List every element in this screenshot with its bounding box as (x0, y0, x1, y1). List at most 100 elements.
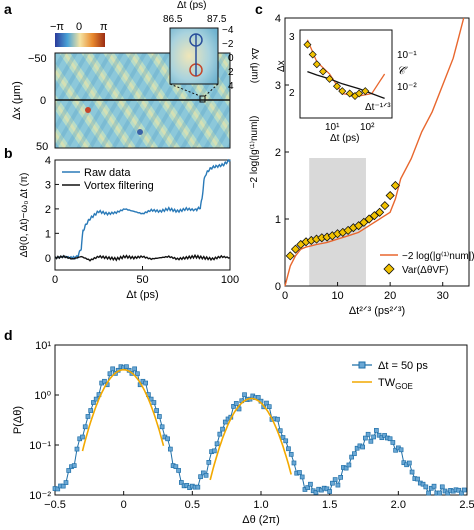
square-marker (439, 484, 445, 490)
x-tick-label: 0 (282, 290, 288, 302)
square-marker (60, 483, 66, 489)
square-marker (283, 438, 289, 444)
square-marker (431, 483, 437, 489)
panel-label-c: c (255, 1, 263, 17)
y-axis-label: Δθ(0, Δt)−ω₀ Δt (π) (19, 173, 30, 258)
square-marker (346, 462, 352, 468)
square-marker (222, 419, 228, 425)
square-marker (124, 364, 129, 370)
square-marker (409, 469, 415, 475)
inset-xtick-1: 10¹ (325, 122, 340, 133)
square-marker (178, 480, 184, 485)
square-marker (297, 470, 302, 475)
panel-a-ytick-bottom: 50 (36, 141, 48, 153)
square-marker (200, 470, 206, 476)
panel-label-d: d (4, 327, 13, 343)
panel-a-inset-ytick-5: 4 (228, 81, 234, 92)
panel-d-legend: Δt = 50 ps TWGOE (352, 360, 428, 391)
x-tick-label: 2.5 (459, 499, 474, 511)
inset-xtick-2: 10² (360, 122, 375, 133)
legend-tw-goe: TWGOE (378, 377, 413, 391)
y-tick-label: 0 (45, 253, 51, 265)
inset-series-line (307, 70, 385, 100)
square-marker (74, 446, 80, 452)
square-marker (360, 444, 365, 450)
x-tick-label: 30 (437, 290, 449, 302)
y-tick-label: 0 (275, 281, 281, 293)
square-marker (291, 460, 297, 466)
inset-diamond-marker (361, 87, 370, 96)
x-tick-label: 2.0 (391, 499, 406, 511)
legend-raw-data: Raw data (84, 167, 131, 179)
panel-a-inset-ytick-2: −2 (222, 39, 234, 50)
square-marker (437, 490, 442, 496)
diamond-marker (364, 214, 374, 224)
square-marker (365, 431, 371, 437)
square-marker (354, 445, 360, 451)
colorbar (55, 33, 105, 47)
y-tick-label: 3 (275, 80, 281, 92)
square-marker (88, 408, 94, 413)
square-marker (195, 484, 201, 490)
colorbar-tick-minus-pi: −π (50, 21, 64, 33)
square-marker (159, 424, 165, 430)
square-marker (398, 447, 404, 453)
y-tick-label: 1 (45, 228, 51, 240)
diamond-marker (385, 190, 395, 201)
y-tick-label: 10⁰ (34, 390, 51, 402)
square-marker (313, 490, 319, 495)
square-marker (299, 474, 305, 480)
square-marker (203, 472, 209, 478)
square-marker (211, 448, 217, 454)
panel-a-ytick-top: −50 (28, 53, 47, 65)
panel-a-inset: Δt (ps) 86.5 87.5 −4 −2 0 2 4 Δx (μm) (163, 0, 260, 103)
panel-b-chart: 0 50 100 0 1 2 3 4 Δt (ps) Δθ(0, Δt)−ω₀ Δt (π) (19, 155, 239, 301)
panel-a-inset-xtick-1: 86.5 (163, 14, 183, 25)
square-marker (157, 414, 162, 419)
square-marker (327, 489, 333, 494)
inset-diamond-marker (345, 89, 354, 98)
inset-ytick-2: 2 (289, 88, 295, 99)
square-marker (343, 465, 349, 471)
square-marker (459, 490, 464, 496)
square-marker (151, 400, 157, 405)
y-tick-label: 4 (275, 13, 281, 25)
tw-curve (209, 397, 292, 481)
square-marker (330, 480, 335, 486)
x-tick-label: 1.5 (322, 499, 337, 511)
panel-a-axes: −50 0 50 Δx (μm) (11, 53, 48, 153)
square-marker (154, 408, 159, 413)
tw-curve (81, 368, 165, 452)
inset-ytick-3: 3 (289, 32, 295, 43)
diamond-marker (375, 207, 385, 217)
square-marker (82, 424, 88, 430)
colorbar-tick-pi: π (100, 21, 108, 33)
diamond-marker (369, 211, 379, 221)
diamond-marker (285, 251, 295, 261)
series-line (284, 17, 465, 287)
diamond-marker (390, 180, 400, 191)
square-marker (214, 441, 220, 447)
square-marker (277, 428, 283, 434)
panel-a-ylabel: Δx (μm) (11, 81, 23, 120)
panel-c-inset-labels: Δt (ps) 10¹ 10² 3 2 Δx 10⁻¹ 10⁻² Δt⁻¹ᐟ³ … (276, 32, 417, 144)
square-marker (173, 464, 179, 470)
square-marker (264, 400, 269, 406)
inset-annotation-right: 𝒞̃ (397, 65, 408, 77)
square-marker (275, 416, 280, 422)
panel-a-inset-ytick-4: 2 (228, 67, 234, 78)
x-tick-label: 100 (221, 274, 239, 286)
y-axis-label: P(Δθ) (12, 406, 24, 434)
square-marker (242, 392, 247, 398)
square-marker (132, 366, 138, 372)
x-tick-label: 20 (384, 290, 396, 302)
square-marker (406, 460, 412, 466)
square-marker (231, 404, 236, 409)
square-marker (308, 481, 313, 487)
x-axis-label: Δt (ps) (126, 289, 158, 301)
square-marker (55, 486, 61, 492)
inset-ytick-right-1: 10⁻¹ (397, 50, 417, 61)
square-marker (371, 434, 376, 440)
square-marker (387, 436, 393, 442)
